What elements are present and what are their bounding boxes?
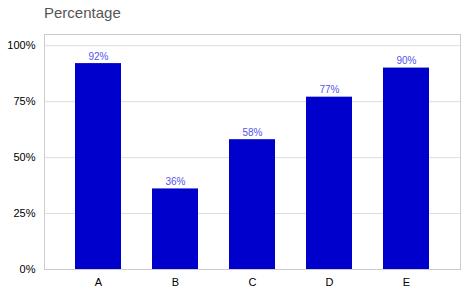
svg-text:90%: 90% <box>396 55 416 66</box>
svg-text:C: C <box>249 276 257 288</box>
svg-text:B: B <box>172 276 179 288</box>
html-text:Percentage: Percentage <box>44 4 121 21</box>
svg-text:58%: 58% <box>242 127 262 138</box>
svg-text:36%: 36% <box>165 176 185 187</box>
svg-text:50%: 50% <box>13 151 35 163</box>
svg-text:100%: 100% <box>7 39 35 51</box>
svg-text:25%: 25% <box>13 207 35 219</box>
svg-text:75%: 75% <box>13 95 35 107</box>
svg-text:A: A <box>95 276 103 288</box>
svg-text:D: D <box>326 276 334 288</box>
svg-text:E: E <box>403 276 410 288</box>
svg-text:77%: 77% <box>319 84 339 95</box>
svg-text:92%: 92% <box>88 51 108 62</box>
svg-text:0%: 0% <box>20 263 36 275</box>
